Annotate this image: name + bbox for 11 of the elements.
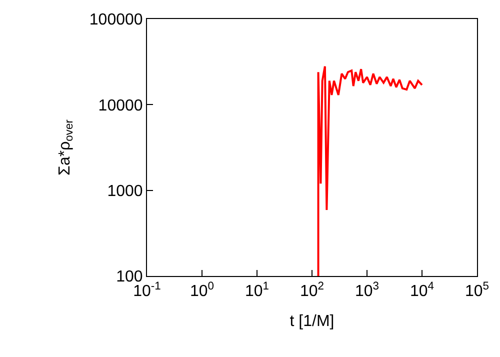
x-tick-label: 10$^{4}$ — [410, 280, 434, 300]
y-tick-label: 10000 — [98, 97, 143, 114]
x-axis-title: t [1/M] — [290, 312, 334, 330]
x-tick-label: 10$^{2}$ — [300, 280, 324, 300]
x-tick-label: 10$^{0}$ — [190, 280, 214, 300]
x-tick-label: 10$^{1}$ — [244, 280, 270, 300]
y-tick-label: 1000 — [107, 182, 143, 200]
x-tick-label: 10$^{3}$ — [354, 280, 380, 300]
x-tick-label: 10$^{5}$ — [464, 280, 490, 300]
y-tick-label: 100000 — [89, 12, 143, 29]
y-tick-label: 100 — [116, 268, 143, 286]
